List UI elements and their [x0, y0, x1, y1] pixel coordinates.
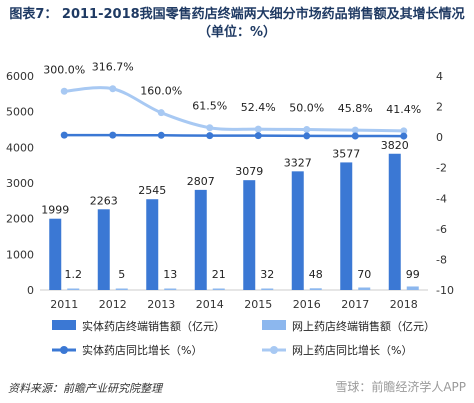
point-online-growth-label: 300.0%	[43, 63, 85, 76]
bar-online-store	[67, 288, 80, 290]
x-tick-label: 2011	[50, 298, 78, 311]
point-online-growth	[206, 124, 214, 132]
y-right-tick-label: -8	[436, 253, 447, 266]
y-left-tick-label: 5000	[6, 106, 34, 119]
point-online-growth-label: 41.4%	[386, 103, 421, 116]
source-note: 资料来源：前瞻产业研究院整理	[8, 382, 162, 395]
x-tick-label: 2018	[390, 298, 418, 311]
bar-physical-store-label: 2545	[138, 184, 166, 197]
legend-label-online-sales: 网上药店终端销售额（亿元）	[292, 319, 435, 333]
point-physical-growth	[254, 132, 262, 140]
y-left-tick-label: 1000	[6, 248, 34, 261]
x-tick-label: 2013	[147, 298, 175, 311]
point-physical-growth	[109, 131, 117, 139]
bar-online-store-label: 13	[163, 268, 177, 281]
point-physical-growth	[303, 132, 311, 140]
bar-online-store-label: 99	[406, 268, 420, 281]
bar-physical-store-label: 3079	[235, 165, 263, 178]
y-right-tick-label: 2	[436, 101, 443, 114]
legend-label-physical-growth: 实体药店同比增长（%）	[82, 343, 202, 357]
bar-physical-store	[291, 171, 304, 290]
bar-physical-store-label: 3327	[284, 156, 312, 169]
y-right-tick-label: 0	[436, 131, 443, 144]
bar-physical-store-label: 3820	[381, 139, 409, 152]
bar-online-store-label: 5	[118, 268, 125, 281]
chart-title: 图表7： 2011-2018我国零售药店终端两大细分市场药品销售额及其增长情况（…	[9, 7, 465, 40]
bar-physical-store	[194, 189, 207, 290]
x-tick-label: 2017	[341, 298, 369, 311]
point-online-growth	[109, 85, 117, 93]
legend-marker-physical-growth	[60, 346, 68, 354]
bar-online-store-label: 32	[260, 268, 274, 281]
point-physical-growth	[351, 132, 359, 140]
point-physical-growth	[157, 131, 165, 139]
point-online-growth	[157, 109, 165, 117]
y-left-tick-label: 2000	[6, 213, 34, 226]
point-online-growth-label: 52.4%	[241, 101, 276, 114]
y-right-tick-label: -2	[436, 162, 447, 175]
point-online-growth-label: 61.5%	[192, 100, 227, 113]
legend-label-physical-sales: 实体药店终端销售额（亿元）	[82, 319, 225, 333]
bar-online-store-label: 1.2	[65, 268, 83, 281]
legend-label-online-growth: 网上药店同比增长（%）	[292, 343, 412, 357]
watermark-text: 雪球：前瞻经济学人APP	[335, 380, 466, 394]
point-online-growth	[400, 127, 408, 135]
chart-svg: 0 1000 2000 3000 4000 5000 6000 -10 -8 -6 -4 -2 0 2 4 2…	[6, 61, 454, 357]
y-right-tick-label: 4	[436, 70, 443, 83]
point-physical-growth	[206, 132, 214, 140]
y-right-tick-label: -6	[436, 223, 447, 236]
bar-online-store	[406, 286, 419, 290]
bar-physical-store	[49, 218, 62, 290]
point-online-growth	[60, 87, 68, 95]
x-tick-label: 2016	[293, 298, 321, 311]
point-online-growth	[351, 126, 359, 134]
point-online-growth-label: 45.8%	[338, 102, 373, 115]
legend-swatch-physical-sales	[52, 320, 76, 330]
bar-physical-store	[388, 153, 401, 290]
line-online-growth	[64, 86, 404, 133]
y-left-tick-label: 3000	[6, 177, 34, 190]
line-physical-growth	[64, 133, 404, 138]
bar-physical-store	[146, 199, 159, 290]
legend-marker-online-growth	[270, 346, 278, 354]
bar-online-store-label: 48	[309, 268, 323, 281]
x-tick-label: 2012	[99, 298, 127, 311]
bar-online-store	[309, 288, 322, 290]
point-physical-growth	[60, 131, 68, 139]
bar-online-store-label: 70	[357, 268, 371, 281]
point-online-growth-label: 160.0%	[140, 85, 182, 98]
y-right-tick-label: -4	[436, 192, 447, 205]
bar-online-store-label: 21	[212, 268, 226, 281]
x-tick-label: 2015	[244, 298, 272, 311]
bar-online-store	[164, 288, 177, 290]
y-left-tick-label: 4000	[6, 141, 34, 154]
point-physical-growth	[400, 132, 408, 140]
bar-online-store	[212, 288, 225, 290]
point-online-growth	[303, 126, 311, 133]
bar-online-store	[115, 288, 128, 290]
bar-physical-store-label: 3577	[332, 147, 360, 160]
bar-physical-store	[243, 180, 256, 290]
x-tick-label: 2014	[196, 298, 224, 311]
point-online-growth	[254, 125, 262, 133]
legend-swatch-online-sales	[262, 320, 286, 330]
bar-online-store	[261, 288, 274, 290]
point-online-growth-label: 316.7%	[92, 61, 134, 74]
bar-physical-store-label: 1999	[41, 204, 69, 217]
bar-physical-store-label: 2807	[187, 175, 215, 188]
y-left-tick-label: 0	[27, 284, 34, 297]
bar-online-store	[358, 287, 371, 290]
bar-physical-store-label: 2263	[90, 194, 118, 207]
y-left-tick-label: 6000	[6, 70, 34, 83]
point-online-growth-label: 50.0%	[289, 102, 324, 115]
y-right-tick-label: -10	[436, 284, 454, 297]
bar-physical-store	[97, 209, 110, 290]
bar-physical-store	[340, 162, 353, 290]
